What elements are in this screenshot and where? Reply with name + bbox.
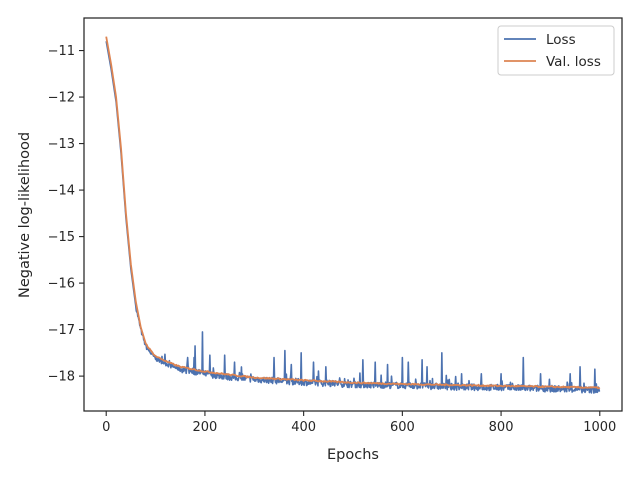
y-tick-label: −18 [48,370,75,385]
x-tick-label: 0 [102,420,110,435]
y-tick-label: −15 [48,230,75,245]
y-ticks: −11 −12 −13 −14 −15 −16 −17 −18 [48,44,84,385]
y-tick-label: −11 [48,44,75,59]
y-tick-label: −14 [48,184,75,199]
y-tick-label: −17 [48,323,75,338]
y-axis-label: Negative log-likelihood [17,132,33,298]
series-layer [105,36,601,394]
y-tick-label: −13 [48,137,75,152]
x-axis-label: Epochs [327,447,379,463]
plot-background [84,18,622,411]
y-tick-label: −16 [48,277,75,292]
plot-frame [83,17,623,412]
x-tick-label: 200 [193,420,218,435]
y-tick-label: −12 [48,91,75,106]
x-tick-label: 600 [390,420,415,435]
x-tick-label: 800 [489,420,514,435]
legend: Loss Val. loss [497,25,615,76]
x-ticks: 0 200 400 600 800 1000 [102,411,616,435]
legend-label-loss: Loss [546,32,576,48]
series-line-val-loss [105,36,601,390]
x-tick-label: 1000 [583,420,616,435]
x-tick-label: 400 [291,420,316,435]
legend-label-val-loss: Val. loss [546,54,601,70]
